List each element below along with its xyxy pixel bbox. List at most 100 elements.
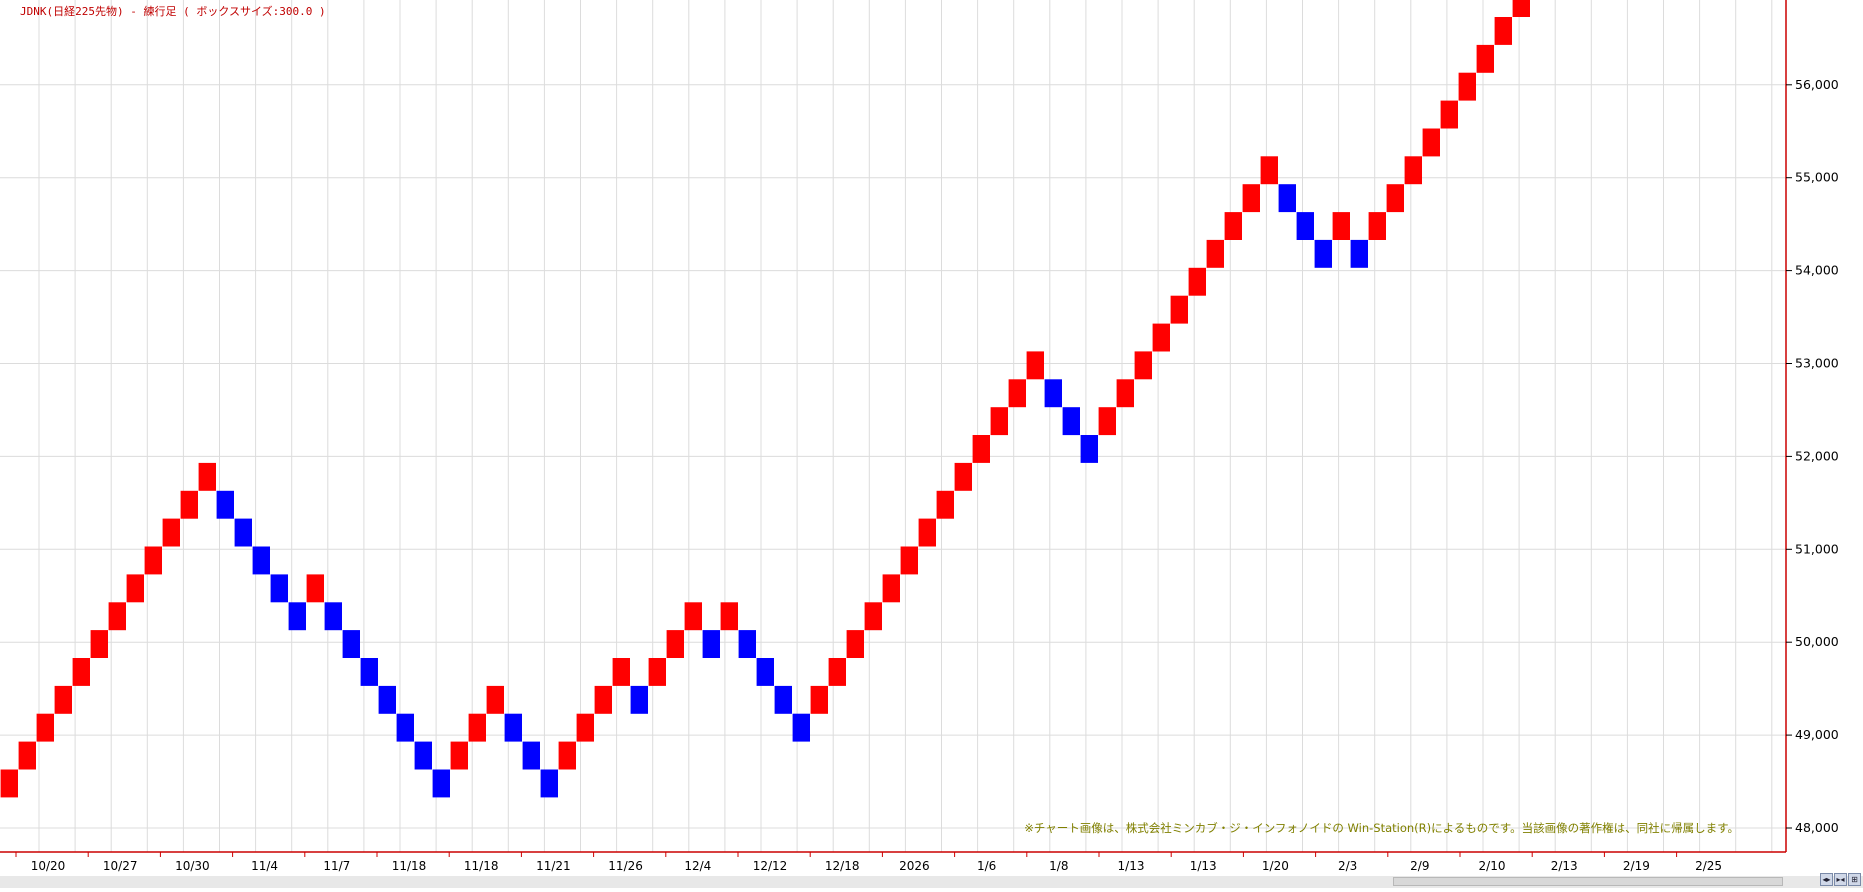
- axes: 48,000 49,000 50,000 51,000 52,000 53,000 54,0…: [0, 0, 1839, 873]
- horizontal-scrollbar[interactable]: [1393, 877, 1783, 886]
- renko-brick-up: [108, 602, 126, 631]
- chart-title: JDNK(日経225先物) - 練行足 ( ボックスサイズ:300.0 ): [20, 5, 326, 18]
- gridlines: [0, 0, 1786, 852]
- renko-brick-up: [828, 658, 846, 686]
- renko-brick-up: [1386, 184, 1404, 213]
- renko-brick-down: [1296, 212, 1314, 240]
- x-tick-label: 2/10: [1479, 859, 1506, 873]
- y-tick-label: 49,000: [1795, 727, 1839, 742]
- fit-icon[interactable]: ⊞: [1848, 873, 1861, 886]
- x-tick-label: 11/18: [464, 859, 499, 873]
- renko-brick-up: [450, 741, 468, 770]
- renko-brick-up: [612, 658, 630, 686]
- x-tick-label: 10/27: [103, 859, 138, 873]
- x-tick-label: 10/20: [31, 859, 66, 873]
- copyright-notice: ※チャート画像は、株式会社ミンカブ・ジ・インフォノイドの Win-Station…: [1024, 821, 1739, 835]
- renko-brick-down: [1350, 239, 1368, 268]
- renko-brick-up: [1260, 156, 1278, 185]
- renko-brick-up: [72, 658, 90, 686]
- renko-brick-up: [90, 630, 108, 658]
- x-tick-label: 2/3: [1338, 859, 1357, 873]
- renko-brick-up: [1152, 323, 1170, 352]
- renko-brick-up: [1026, 351, 1044, 380]
- x-tick-label: 11/4: [251, 859, 278, 873]
- renko-brick-up: [864, 602, 882, 631]
- renko-brick-up: [1188, 267, 1206, 296]
- x-tick-label: 2/19: [1623, 859, 1650, 873]
- renko-brick-up: [594, 685, 612, 714]
- zoom-in-icon[interactable]: ▸◂: [1834, 873, 1847, 886]
- renko-brick-down: [342, 630, 360, 658]
- renko-brick-up: [306, 574, 324, 603]
- x-tick-label: 1/13: [1118, 859, 1145, 873]
- renko-brick-up: [972, 435, 990, 463]
- renko-brick-down: [432, 769, 450, 798]
- renko-brick-up: [162, 518, 180, 547]
- renko-brick-down: [378, 685, 396, 714]
- y-tick-label: 56,000: [1795, 77, 1839, 92]
- zoom-out-icon[interactable]: ◂▸: [1820, 873, 1833, 886]
- renko-brick-down: [522, 741, 540, 770]
- renko-brick-up: [1008, 379, 1026, 408]
- renko-brick-up: [54, 685, 72, 714]
- renko-brick-up: [198, 462, 216, 491]
- renko-brick-up: [1170, 295, 1188, 324]
- renko-brick-up: [1368, 212, 1386, 240]
- renko-brick-down: [756, 658, 774, 686]
- renko-brick-up: [486, 685, 504, 714]
- renko-brick-down: [540, 769, 558, 798]
- renko-brick-up: [1404, 156, 1422, 185]
- renko-brick-up: [954, 462, 972, 491]
- renko-brick-down: [738, 630, 756, 658]
- y-tick-label: 54,000: [1795, 263, 1839, 278]
- renko-brick-up: [1098, 407, 1116, 436]
- renko-brick-down: [396, 713, 414, 742]
- renko-brick-down: [324, 602, 342, 631]
- renko-brick-up: [666, 630, 684, 658]
- renko-brick-up: [648, 658, 666, 686]
- renko-brick-up: [990, 407, 1008, 436]
- renko-brick-up: [1440, 100, 1458, 129]
- x-tick-label: 2/13: [1551, 859, 1578, 873]
- y-tick-label: 50,000: [1795, 634, 1839, 649]
- renko-brick-down: [1278, 184, 1296, 213]
- renko-brick-up: [1134, 351, 1152, 380]
- x-tick-label: 1/6: [977, 859, 996, 873]
- x-tick-label: 11/7: [323, 859, 350, 873]
- renko-brick-up: [576, 713, 594, 742]
- renko-brick-down: [792, 713, 810, 742]
- renko-brick-up: [144, 546, 162, 575]
- renko-brick-up: [1116, 379, 1134, 408]
- renko-bricks: [0, 0, 1530, 798]
- renko-brick-up: [1242, 184, 1260, 213]
- renko-brick-up: [468, 713, 486, 742]
- y-tick-label: 55,000: [1795, 170, 1839, 185]
- renko-brick-up: [918, 518, 936, 547]
- x-tick-label: 11/26: [608, 859, 643, 873]
- x-tick-label: 2026: [899, 859, 930, 873]
- renko-brick-down: [216, 490, 234, 519]
- renko-brick-down: [1044, 379, 1062, 408]
- zoom-toolbar: ◂▸ ▸◂ ⊞: [1820, 873, 1861, 887]
- renko-brick-down: [504, 713, 522, 742]
- renko-brick-down: [1080, 435, 1098, 463]
- renko-brick-up: [720, 602, 738, 631]
- renko-brick-up: [1224, 212, 1242, 240]
- x-tick-label: 1/8: [1049, 859, 1068, 873]
- renko-brick-up: [180, 490, 198, 519]
- renko-brick-up: [1332, 212, 1350, 240]
- renko-brick-up: [846, 630, 864, 658]
- x-tick-label: 2/9: [1410, 859, 1429, 873]
- renko-brick-up: [1512, 0, 1530, 17]
- renko-brick-down: [1314, 239, 1332, 268]
- renko-brick-down: [360, 658, 378, 686]
- renko-brick-up: [0, 769, 18, 798]
- renko-brick-up: [810, 685, 828, 714]
- y-tick-label: 51,000: [1795, 541, 1839, 556]
- x-tick-label: 12/4: [684, 859, 711, 873]
- x-tick-label: 11/18: [392, 859, 427, 873]
- renko-brick-up: [1422, 128, 1440, 157]
- renko-brick-up: [936, 490, 954, 519]
